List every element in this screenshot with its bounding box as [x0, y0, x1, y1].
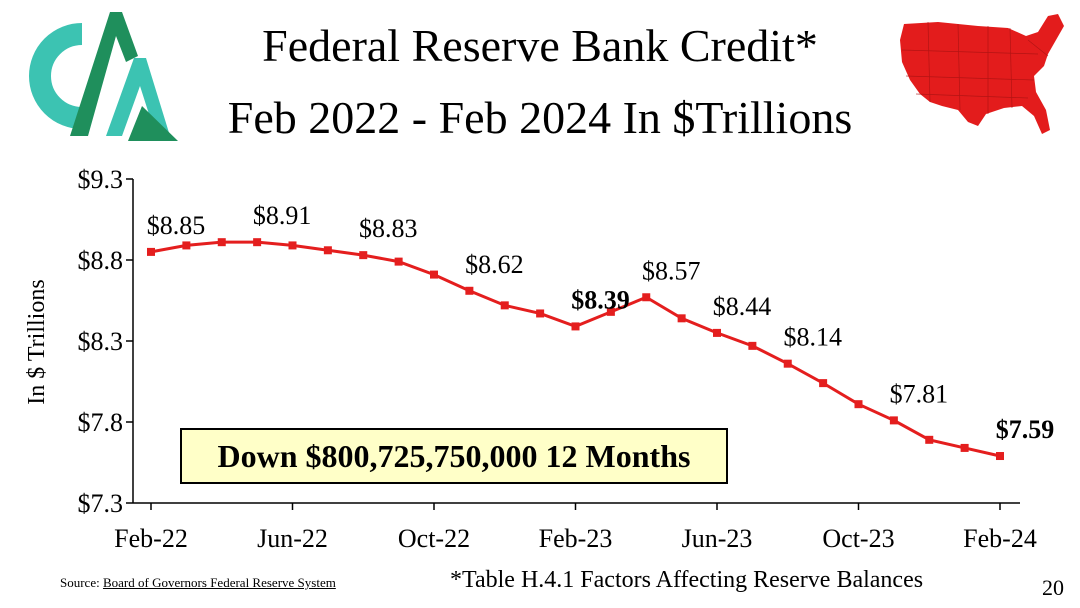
data-point	[500, 301, 509, 310]
data-point	[996, 452, 1004, 461]
data-point	[182, 241, 191, 250]
logo-icon	[29, 12, 178, 141]
data-point	[288, 241, 297, 250]
data-label: $8.39	[571, 285, 630, 314]
data-point	[323, 246, 332, 255]
data-point	[606, 307, 615, 316]
data-label: $7.81	[890, 379, 949, 408]
data-point	[217, 238, 226, 247]
annotation-box: Down $800,725,750,000 12 Months	[180, 428, 728, 484]
x-axis-ticks: Feb-22 Jun-22 Oct-22 Feb-23 Jun-23 Oct-23 Feb-…	[114, 503, 1037, 553]
series-line	[150, 240, 1001, 458]
data-point	[889, 416, 898, 425]
y-tick-label: $8.8	[78, 246, 124, 275]
footnote: *Table H.4.1 Factors Affecting Reserve B…	[450, 567, 924, 593]
x-tick-label: Jun-23	[682, 524, 753, 553]
data-label: $8.62	[465, 250, 524, 279]
data-label: $7.59	[996, 415, 1055, 444]
data-point	[819, 379, 828, 388]
y-tick-label: $8.3	[78, 327, 124, 356]
series-points	[147, 238, 1004, 461]
data-point	[394, 257, 403, 266]
x-tick-label: Oct-22	[398, 524, 470, 553]
data-point	[854, 400, 863, 409]
data-labels: $8.85 $8.91 $8.83 $8.62 $8.39 $8.57 $8.44 $8.14…	[147, 201, 1055, 444]
source-link[interactable]: Board of Governors Federal Reserve Syste…	[102, 575, 336, 590]
y-tick-label: $7.3	[78, 489, 124, 518]
x-tick-label: Jun-22	[257, 524, 328, 553]
data-label: $8.85	[147, 211, 206, 240]
x-tick-label: Feb-22	[114, 524, 188, 553]
y-axis-ticks: $7.3 $7.8 $8.3 $8.8 $9.3	[78, 165, 133, 518]
data-point	[465, 286, 474, 295]
data-label: $8.83	[359, 214, 418, 243]
data-point	[359, 251, 368, 260]
data-point	[571, 322, 580, 331]
data-point	[536, 309, 545, 318]
y-axis-label: In $ Trillions	[24, 279, 50, 404]
data-point	[960, 443, 969, 452]
data-point	[713, 328, 721, 337]
chart-subtitle: Feb 2022 - Feb 2024 In $Trillions	[227, 92, 853, 143]
data-point	[430, 270, 438, 279]
data-point	[677, 314, 686, 323]
data-label: $8.57	[642, 256, 701, 285]
data-point	[253, 238, 262, 247]
source-label: Source:	[60, 575, 103, 590]
source-credit: Source: Board of Governors Federal Reser…	[60, 575, 336, 591]
usa-map-icon	[900, 14, 1064, 134]
data-point	[147, 247, 155, 256]
data-point	[748, 341, 757, 350]
y-tick-label: $9.3	[78, 165, 124, 194]
chart-title: Federal Reserve Bank Credit*	[262, 20, 818, 71]
y-tick-label: $7.8	[78, 408, 124, 437]
data-label: $8.44	[713, 292, 772, 321]
x-tick-label: Feb-24	[963, 524, 1037, 553]
x-tick-label: Oct-23	[822, 524, 894, 553]
x-tick-label: Feb-23	[539, 524, 613, 553]
data-point	[642, 293, 651, 302]
data-point	[925, 435, 934, 444]
data-point	[783, 359, 792, 368]
data-label: $8.14	[784, 323, 843, 352]
data-label: $8.91	[253, 201, 312, 230]
page-number: 20	[1042, 575, 1064, 600]
